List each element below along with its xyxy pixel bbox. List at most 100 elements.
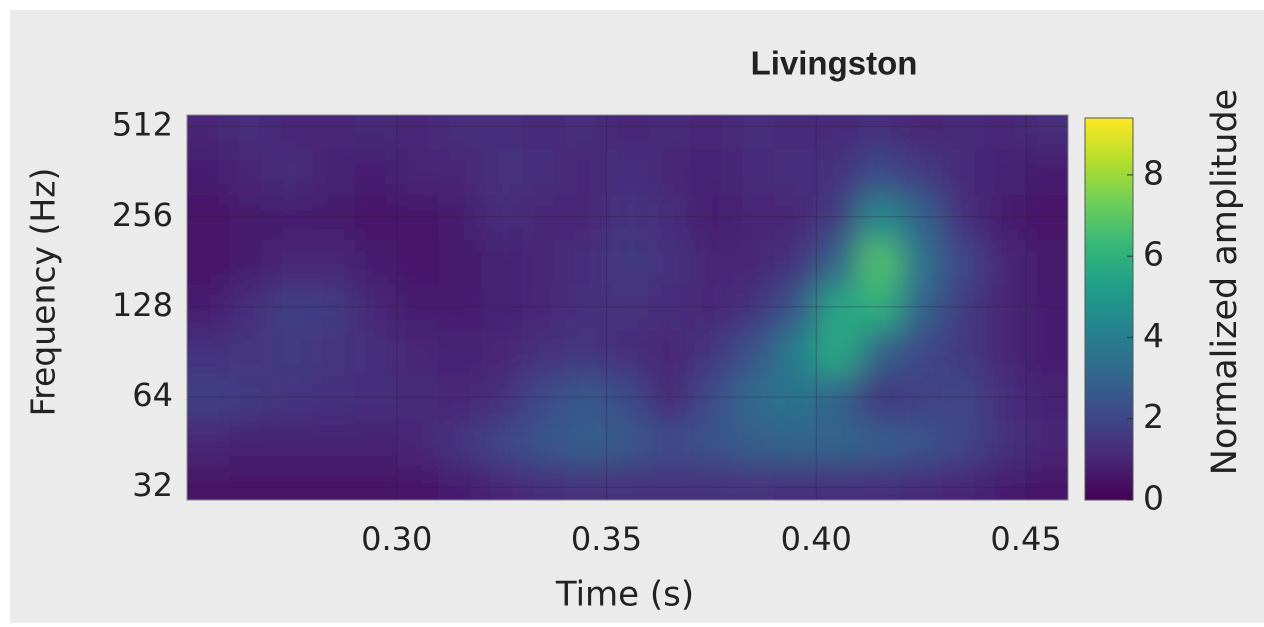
heatmap-cell <box>522 329 566 375</box>
colorbar-tick-label: 2 <box>1143 397 1164 436</box>
colorbar-tick-label: 4 <box>1143 316 1164 355</box>
heatmap-cell <box>942 115 985 150</box>
heatmap-cell <box>187 419 230 466</box>
heatmap-cell <box>270 284 314 330</box>
heatmap-cell <box>942 465 985 500</box>
heatmap-cell <box>522 115 566 150</box>
heatmap-cell <box>228 115 272 150</box>
heatmap-cell <box>606 149 649 195</box>
heatmap-cell <box>858 149 901 195</box>
heatmap-cell <box>1026 419 1068 466</box>
heatmap-cell <box>816 115 859 150</box>
heatmap-cell <box>732 329 775 375</box>
heatmap-cell <box>522 284 566 330</box>
heatmap-cell <box>187 239 230 285</box>
heatmap-cell <box>1026 115 1068 150</box>
heatmap-cell <box>270 115 314 150</box>
y-tick-label: 128 <box>112 286 173 324</box>
heatmap-cell <box>690 329 733 375</box>
heatmap-cell <box>606 239 649 285</box>
x-tick-label: 0.35 <box>571 520 642 558</box>
heatmap-cell <box>396 329 440 375</box>
heatmap-cell <box>858 465 901 500</box>
heatmap-cell <box>354 284 398 330</box>
heatmap <box>187 115 1068 500</box>
heatmap-cell <box>858 284 901 330</box>
heatmap-cell <box>354 465 398 500</box>
heatmap-cell <box>354 239 398 285</box>
heatmap-cell <box>690 374 733 421</box>
heatmap-cell <box>438 115 482 150</box>
plot-area <box>187 115 1068 500</box>
heatmap-cell <box>480 465 524 500</box>
heatmap-cell <box>942 329 985 375</box>
heatmap-cell <box>606 465 649 500</box>
heatmap-cell <box>984 465 1027 500</box>
heatmap-cell <box>228 374 272 421</box>
heatmap-cell <box>816 465 859 500</box>
heatmap-cell <box>774 465 817 500</box>
heatmap-cell <box>648 239 691 285</box>
y-tick-label: 32 <box>132 466 173 504</box>
heatmap-cell <box>187 115 230 150</box>
heatmap-cell <box>774 239 817 285</box>
heatmap-cell <box>606 419 649 466</box>
heatmap-cell <box>942 194 985 240</box>
heatmap-cell <box>774 115 817 150</box>
heatmap-cell <box>648 374 691 421</box>
heatmap-cell <box>858 115 901 150</box>
y-tick-label: 256 <box>112 196 173 234</box>
heatmap-cell <box>438 284 482 330</box>
heatmap-cell <box>438 194 482 240</box>
heatmap-cell <box>564 465 608 500</box>
heatmap-cell <box>312 115 356 150</box>
heatmap-cell <box>648 419 691 466</box>
heatmap-cell <box>396 239 440 285</box>
heatmap-cell <box>522 194 566 240</box>
heatmap-cell <box>228 419 272 466</box>
heatmap-cell <box>480 284 524 330</box>
heatmap-cell <box>984 284 1027 330</box>
heatmap-cell <box>396 115 440 150</box>
chart-title: Livingston <box>751 45 918 82</box>
heatmap-cell <box>270 329 314 375</box>
x-tick-label: 0.40 <box>781 520 852 558</box>
heatmap-cell <box>900 329 943 375</box>
heatmap-cell <box>690 419 733 466</box>
heatmap-cell <box>270 239 314 285</box>
heatmap-cell <box>858 419 901 466</box>
heatmap-cell <box>564 419 608 466</box>
heatmap-cell <box>1026 465 1068 500</box>
heatmap-cell <box>984 374 1027 421</box>
heatmap-cell <box>480 329 524 375</box>
heatmap-cell <box>648 115 691 150</box>
heatmap-cell <box>228 194 272 240</box>
heatmap-cell <box>774 419 817 466</box>
heatmap-cell <box>312 329 356 375</box>
heatmap-cell <box>984 149 1027 195</box>
heatmap-cell <box>187 194 230 240</box>
heatmap-cell <box>732 239 775 285</box>
y-tick-label: 64 <box>132 376 173 414</box>
heatmap-cell <box>732 115 775 150</box>
heatmap-cell <box>774 329 817 375</box>
heatmap-cell <box>606 284 649 330</box>
heatmap-cell <box>816 149 859 195</box>
heatmap-cell <box>690 465 733 500</box>
heatmap-cell <box>606 194 649 240</box>
heatmap-cell <box>732 149 775 195</box>
heatmap-cell <box>480 239 524 285</box>
heatmap-cell <box>522 419 566 466</box>
heatmap-cell <box>690 115 733 150</box>
heatmap-cell <box>354 374 398 421</box>
heatmap-cell <box>522 149 566 195</box>
heatmap-cell <box>1026 194 1068 240</box>
heatmap-cell <box>900 239 943 285</box>
heatmap-cell <box>270 465 314 500</box>
heatmap-cell <box>900 149 943 195</box>
heatmap-cell <box>396 374 440 421</box>
heatmap-cell <box>312 465 356 500</box>
heatmap-cell <box>187 374 230 421</box>
heatmap-cell <box>900 419 943 466</box>
heatmap-cell <box>606 374 649 421</box>
